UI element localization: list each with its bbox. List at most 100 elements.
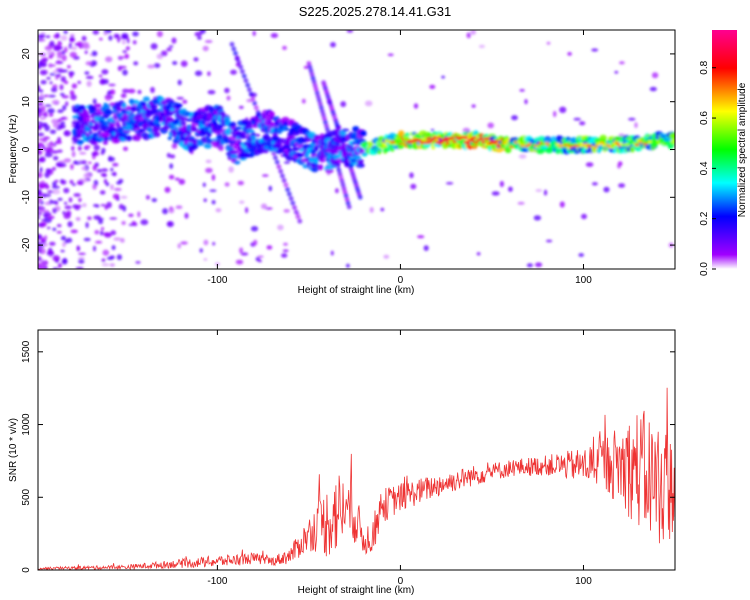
spectral-noise-blob — [92, 30, 99, 35]
spectral-noise-blob — [487, 122, 495, 129]
spectral-noise-blob — [476, 252, 481, 256]
spectral-noise-blob — [62, 105, 67, 111]
spectral-ridge-core — [568, 145, 574, 148]
spectral-noise-blob — [122, 50, 127, 53]
spectral-noise-blob — [93, 144, 101, 151]
spectral-noise-blob — [51, 118, 59, 124]
spectral-noise-blob — [517, 201, 525, 205]
spectral-streak-blob — [280, 173, 285, 179]
spectral-noise-blob — [56, 51, 63, 57]
spectral-ridge-blob — [245, 124, 253, 131]
spectral-noise-blob — [153, 63, 161, 68]
spectral-noise-blob — [92, 98, 97, 105]
spectral-streak-blob — [342, 189, 348, 195]
spectral-ridge-blob — [186, 130, 192, 136]
spectral-noise-blob — [84, 145, 91, 149]
spectral-noise-blob — [283, 161, 291, 164]
spectral-noise-blob — [257, 255, 264, 258]
spectral-noise-blob — [56, 60, 61, 64]
spectral-noise-blob — [171, 143, 178, 149]
spectral-noise-blob — [104, 232, 112, 238]
spectral-ridge-core — [527, 142, 532, 146]
spectral-ridge-blob — [347, 144, 353, 149]
spectral-ridge-core — [524, 144, 530, 148]
spectral-noise-blob — [46, 226, 51, 230]
spectral-noise-blob — [38, 125, 41, 129]
spectral-ridge-core — [615, 141, 620, 145]
spectral-ridge-blob — [103, 137, 111, 141]
spectral-noise-blob — [423, 245, 429, 252]
spectral-ridge-blob — [376, 150, 382, 155]
spectral-noise-blob — [546, 41, 551, 45]
spectral-streak-blob — [318, 105, 324, 110]
spectral-noise-blob — [51, 150, 59, 154]
spectral-noise-blob — [238, 105, 244, 109]
spectral-ridge-core — [634, 143, 640, 147]
spectral-noise-blob — [39, 69, 48, 76]
spectral-noise-blob — [209, 189, 217, 192]
spectral-noise-blob — [122, 69, 128, 76]
spectral-noise-blob — [55, 162, 63, 168]
spectral-noise-blob — [41, 58, 48, 62]
spectral-ridge-blob — [133, 99, 140, 105]
spectral-noise-blob — [169, 154, 176, 159]
spectral-noise-blob — [301, 98, 306, 104]
spectral-noise-blob — [132, 40, 137, 45]
spectral-ridge-blob — [128, 98, 135, 104]
spectral-noise-blob — [260, 203, 268, 210]
spectral-streak-blob — [325, 127, 330, 132]
spectral-noise-blob — [52, 189, 61, 195]
spectral-noise-blob — [61, 95, 69, 99]
spectral-noise-blob — [57, 262, 62, 269]
snr-y-label: SNR (10 * v/v) — [8, 418, 19, 482]
spectral-noise-blob — [69, 90, 75, 96]
spectral-noise-blob — [57, 109, 64, 114]
spectral-noise-blob — [585, 162, 594, 168]
spectral-ridge-blob — [203, 143, 213, 149]
spectral-noise-blob — [47, 108, 55, 114]
spectral-noise-blob — [71, 83, 78, 89]
spectral-noise-blob — [108, 35, 113, 41]
spectral-ridge-blob — [190, 143, 199, 150]
spectral-noise-blob — [387, 53, 394, 57]
spectral-ridge-core — [564, 143, 569, 147]
spectral-noise-blob — [76, 245, 80, 252]
spectral-noise-blob — [43, 243, 48, 247]
spectral-ridge-core — [395, 136, 400, 140]
spectral-noise-blob — [109, 263, 115, 267]
spectral-ridge-blob — [669, 134, 675, 138]
spectral-noise-blob — [71, 46, 78, 50]
spectral-noise-blob — [193, 57, 199, 62]
spectral-noise-blob — [64, 205, 72, 210]
spectral-ridge-core — [450, 136, 455, 140]
spectral-noise-blob — [110, 230, 117, 236]
spectral-noise-blob — [39, 93, 44, 99]
spectral-noise-blob — [40, 248, 46, 255]
spectral-ridge-blob — [140, 101, 147, 106]
spectral-noise-blob — [39, 89, 44, 93]
spectral-noise-blob — [52, 166, 56, 171]
spectral-noise-blob — [93, 215, 101, 220]
spectral-noise-blob — [145, 195, 150, 200]
spectral-noise-blob — [70, 229, 78, 234]
spectral-noise-blob — [124, 53, 130, 59]
spectral-noise-blob — [237, 180, 244, 186]
spectral-noise-blob — [122, 146, 129, 151]
spectral-streak-blob — [288, 196, 294, 201]
spectral-ridge-core — [404, 137, 409, 141]
snr-y-tick-label: 1000 — [21, 413, 32, 436]
spectral-noise-blob — [121, 40, 126, 45]
spectral-ridge-blob — [78, 105, 86, 111]
spectral-streak-blob — [336, 167, 342, 173]
spectral-ridge-blob — [108, 122, 114, 126]
spectral-noise-blob — [39, 185, 45, 189]
spectral-noise-blob — [71, 145, 75, 151]
spectral-noise-blob — [150, 86, 155, 94]
spectral-noise-blob — [171, 37, 177, 44]
spectral-ridge-core — [610, 146, 615, 149]
spectral-ridge-core — [386, 139, 391, 142]
spectral-noise-blob — [51, 99, 60, 105]
spectral-noise-blob — [559, 201, 565, 208]
spectral-noise-blob — [121, 33, 129, 40]
